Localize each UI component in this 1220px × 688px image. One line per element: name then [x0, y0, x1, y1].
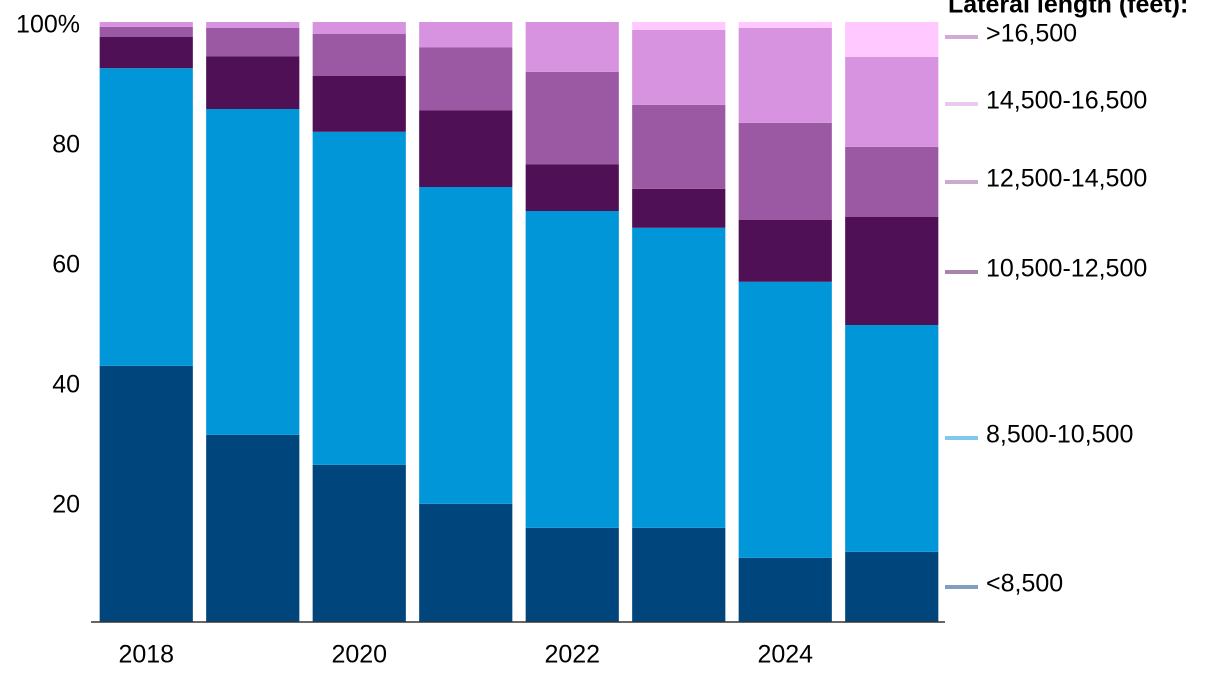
x-tick-label: 2018 [118, 641, 174, 669]
bar-segment [312, 464, 406, 622]
legend-title: Lateral length (feet): [948, 0, 1188, 19]
bar-segment [632, 104, 726, 189]
bar-segment [419, 47, 513, 111]
bar-segment [206, 22, 300, 28]
bar-segment [99, 365, 193, 622]
bar-segment [99, 37, 193, 69]
bar-segment [525, 211, 619, 528]
bar-segment [525, 71, 619, 165]
x-tick-label: 2022 [544, 641, 600, 669]
bar-segment [312, 131, 406, 465]
legend-label: <8,500 [986, 570, 1063, 598]
bar-segment [525, 527, 619, 622]
y-tick-label: 60 [52, 251, 80, 279]
x-tick-label: 2020 [331, 641, 387, 669]
bar-segment [738, 281, 832, 558]
bar-segment [845, 56, 939, 147]
bar-segment [99, 22, 193, 27]
legend-label: >16,500 [986, 20, 1077, 48]
y-tick-label: 20 [52, 491, 80, 519]
bar-segment [312, 34, 406, 76]
bar-segment [738, 220, 832, 282]
bar-segment [632, 527, 726, 622]
bar-segment [632, 188, 726, 228]
bar-segment [99, 26, 193, 37]
bar-segment [845, 22, 939, 57]
bar-segment [419, 22, 513, 48]
y-tick-label: 100% [16, 11, 80, 39]
legend-label: 14,500-16,500 [986, 87, 1147, 115]
bar-segment [419, 503, 513, 622]
bar-segment [206, 434, 300, 622]
bar-segment [738, 122, 832, 220]
bar-segment [419, 110, 513, 187]
legend-label: 12,500-14,500 [986, 165, 1147, 193]
bar-segment [419, 187, 513, 504]
y-tick-label: 80 [52, 131, 80, 159]
bar-segment [312, 22, 406, 34]
bar-segment [99, 68, 193, 366]
legend-label: 8,500-10,500 [986, 421, 1133, 449]
bar-segment [738, 557, 832, 622]
bar-segment [738, 22, 832, 28]
y-tick-label: 40 [52, 371, 80, 399]
bar-segment [632, 29, 726, 105]
bar-segment [738, 28, 832, 123]
bar-segment [525, 164, 619, 211]
x-tick-label: 2024 [757, 641, 813, 669]
bar-segment [845, 325, 939, 552]
bar-segment [206, 109, 300, 435]
bar-segment [845, 551, 939, 622]
bar-segment [206, 56, 300, 109]
bar-segment [312, 76, 406, 132]
bar-segment [632, 227, 726, 528]
legend-label: 10,500-12,500 [986, 255, 1147, 283]
bar-segment [845, 146, 939, 217]
bar-segment [525, 22, 619, 72]
bar-segment [845, 217, 939, 325]
bar-segment [632, 22, 726, 30]
bar-segment [206, 28, 300, 57]
